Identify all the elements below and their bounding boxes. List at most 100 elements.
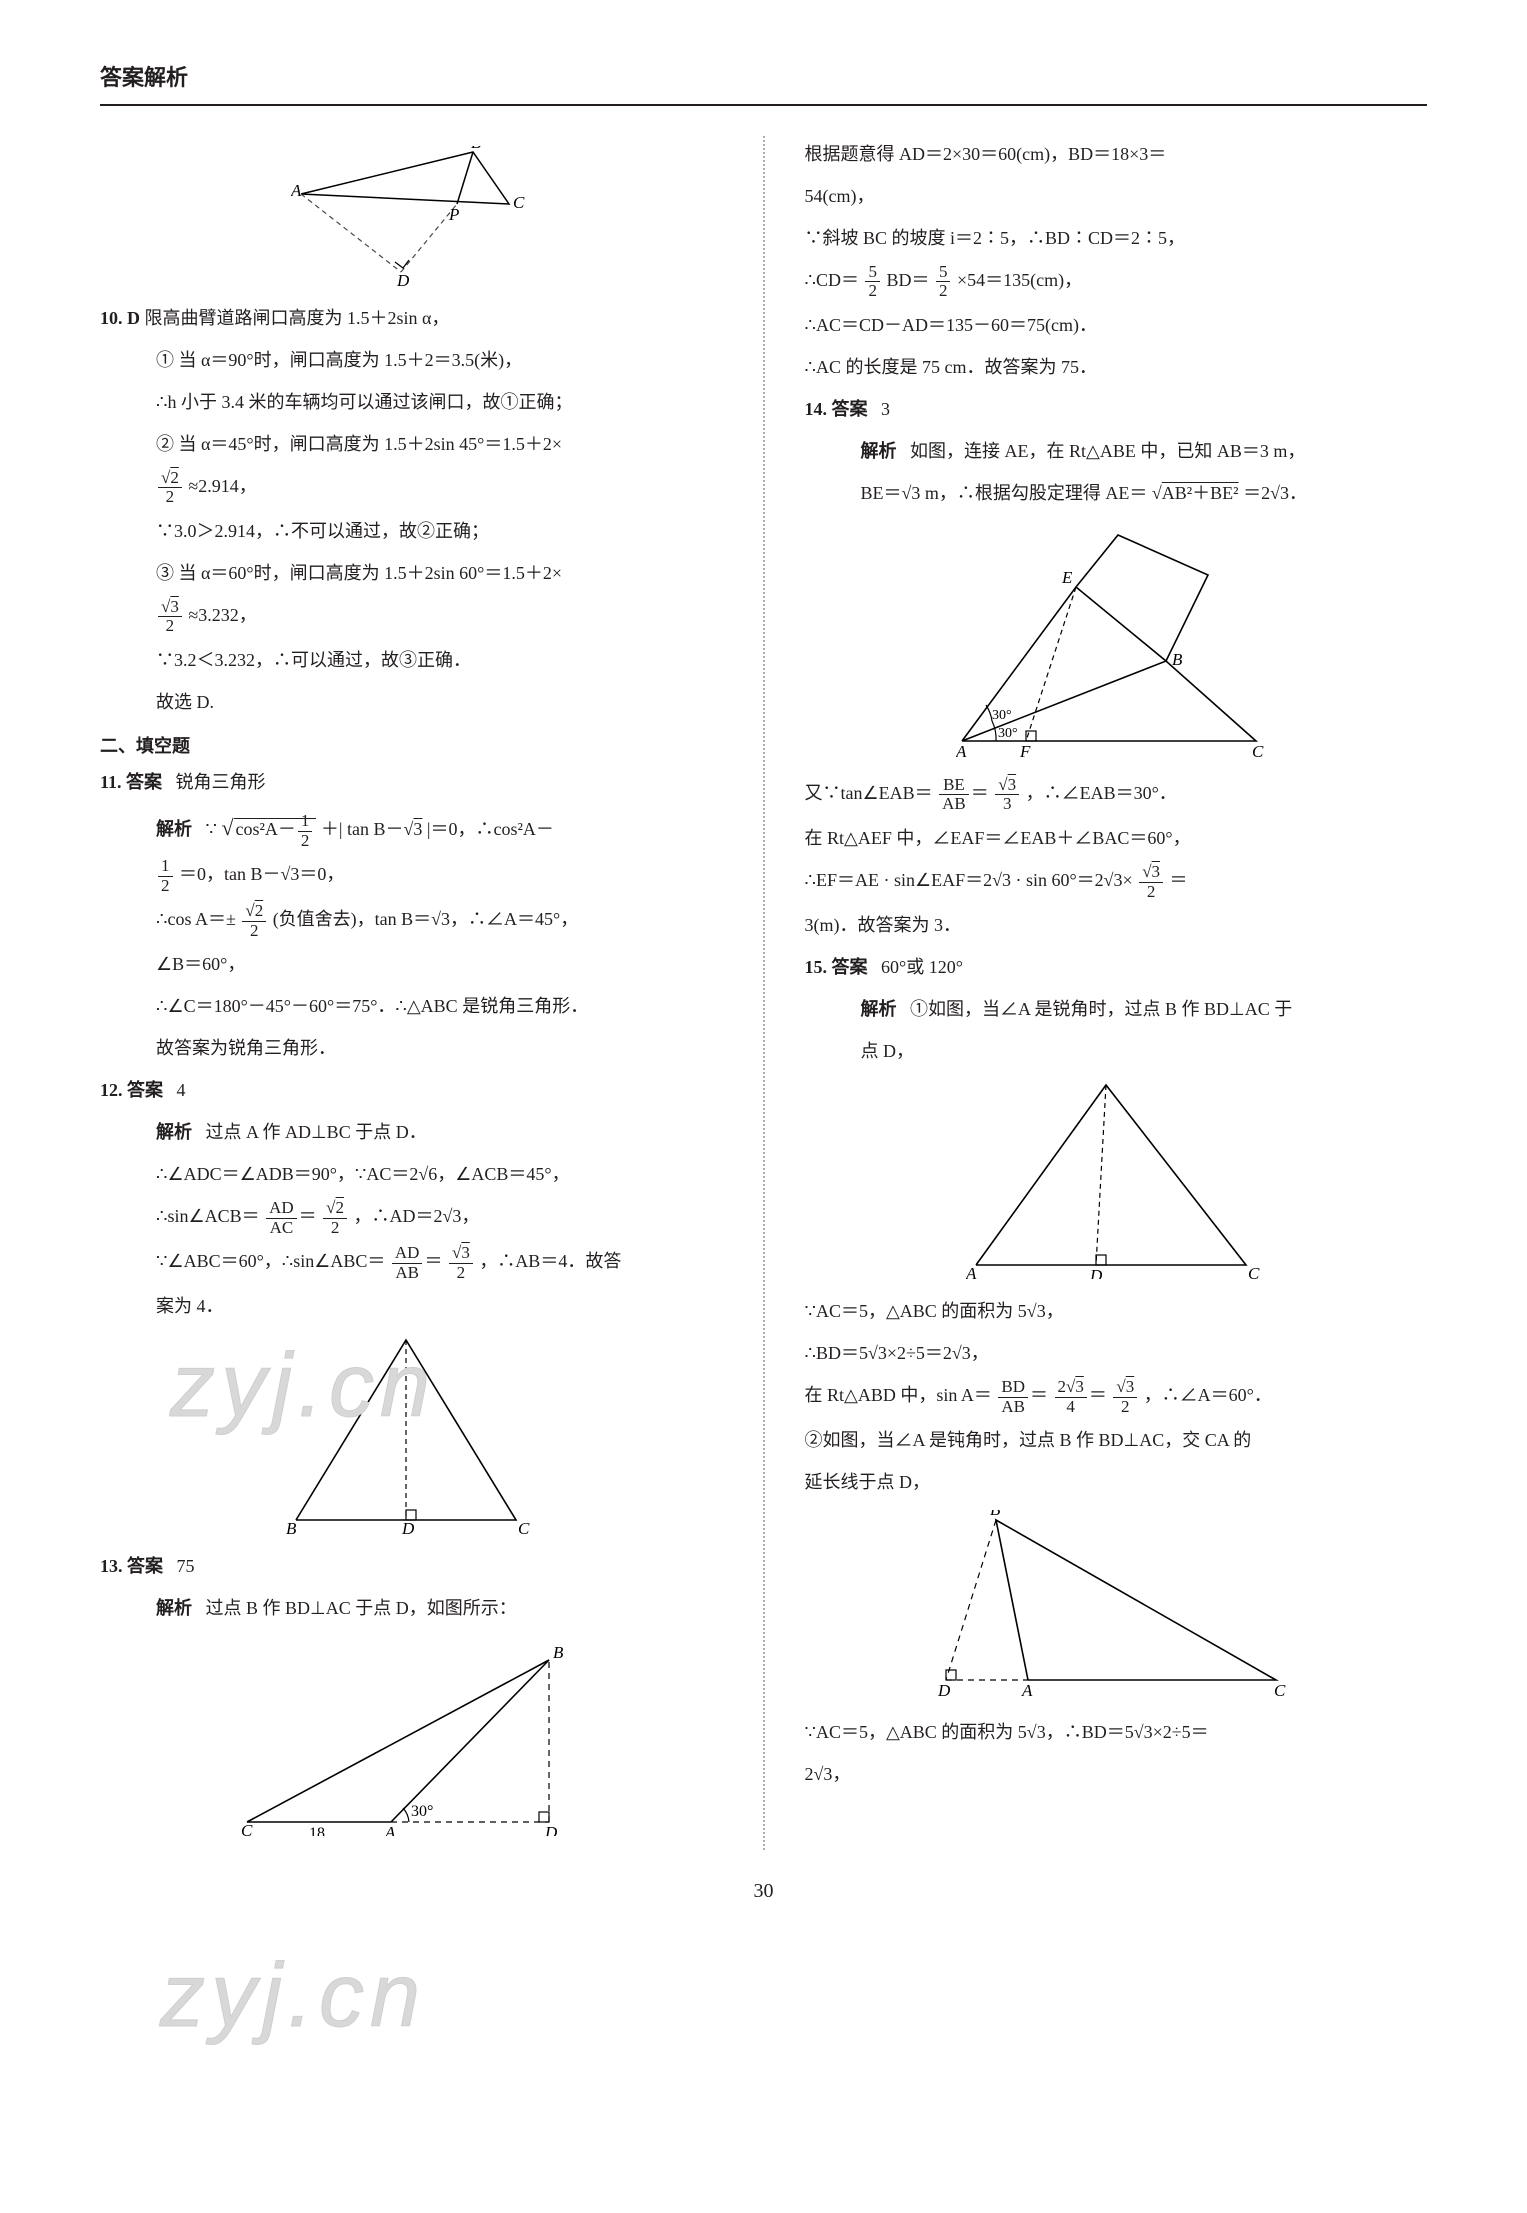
q15-q1: ∵AC＝5，△ABC 的面积为 5√3，∴BD＝5√3×2÷5＝ bbox=[805, 1714, 1428, 1750]
content-columns: A B C P D 10. D 限高曲臂道路闸口高度为 1.5＋2sin α， … bbox=[100, 136, 1427, 1850]
q13-jx-label: 解析 bbox=[156, 1598, 192, 1618]
section-2-title: 二、填空题 bbox=[100, 728, 723, 764]
q15: 15. 答案 60°或 120° bbox=[805, 949, 1428, 985]
svg-text:C: C bbox=[1274, 1681, 1286, 1700]
svg-text:A: A bbox=[291, 181, 302, 200]
svg-text:18: 18 bbox=[309, 1825, 325, 1836]
svg-text:30°: 30° bbox=[992, 708, 1012, 723]
q10-l3: ② 当 α＝45°时，闸口高度为 1.5＋2sin 45°＝1.5＋2× bbox=[100, 426, 723, 462]
q14-p2: 在 Rt△AEF 中，∠EAF＝∠EAB＋∠BAC＝60°， bbox=[805, 820, 1428, 856]
r1: 根据题意得 AD＝2×30＝60(cm)，BD＝18×3＝ bbox=[805, 136, 1428, 172]
q12-jx5: 案为 4． bbox=[100, 1288, 723, 1324]
q11-jx1: 解析 ∵ √cos²A－12 ＋| tan B－3 |＝0，∴cos²A－ bbox=[100, 806, 723, 850]
svg-text:E: E bbox=[1061, 568, 1073, 587]
q15-jx2: 点 D， bbox=[805, 1033, 1428, 1069]
diagram-q14: 30° 30° A F C B E bbox=[805, 521, 1428, 761]
svg-text:30°: 30° bbox=[998, 726, 1018, 741]
q15-q2: 2√3， bbox=[805, 1756, 1428, 1792]
q10-l5: ∵3.0＞2.914，∴不可以通过，故②正确； bbox=[100, 513, 723, 549]
svg-text:B: B bbox=[990, 1510, 1001, 1519]
q14-ans: 3 bbox=[881, 399, 890, 419]
q14: 14. 答案 3 bbox=[805, 391, 1428, 427]
diagram-q13: 30° 18 C A D B bbox=[100, 1636, 723, 1836]
q13: 13. 答案 75 bbox=[100, 1548, 723, 1584]
svg-text:B: B bbox=[286, 1519, 297, 1534]
q14-jx2: BE＝√3 m，∴根据勾股定理得 AE＝ AB²＋BE² ＝2√3． bbox=[805, 475, 1428, 511]
q10-intro: 限高曲臂道路闸口高度为 1.5＋2sin α， bbox=[145, 308, 450, 328]
q11-label: 11. 答案 bbox=[100, 772, 162, 792]
q13-label: 13. 答案 bbox=[100, 1556, 163, 1576]
q13-ans: 75 bbox=[177, 1556, 195, 1576]
q15-p2: ∴BD＝5√3×2÷5＝2√3， bbox=[805, 1335, 1428, 1371]
q12-label: 12. 答案 bbox=[100, 1080, 163, 1100]
q11-ans: 锐角三角形 bbox=[176, 772, 266, 792]
q15-p5: 延长线于点 D， bbox=[805, 1464, 1428, 1500]
q10: 10. D 限高曲臂道路闸口高度为 1.5＋2sin α， bbox=[100, 300, 723, 336]
svg-text:D: D bbox=[1089, 1266, 1103, 1279]
q10-l2: ∴h 小于 3.4 米的车辆均可以通过该闸口，故①正确； bbox=[100, 384, 723, 420]
watermark-2: zyj.cn bbox=[160, 1906, 426, 2086]
diagram-q12: A B C D bbox=[100, 1334, 723, 1534]
q14-p4: 3(m)．故答案为 3． bbox=[805, 907, 1428, 943]
q14-p1: 又∵tan∠EAB＝ BEAB＝ 33 ，∴∠EAB＝30°． bbox=[805, 775, 1428, 814]
q15-p4: ②如图，当∠A 是钝角时，过点 B 作 BD⊥AC，交 CA 的 bbox=[805, 1422, 1428, 1458]
r2: 54(cm)， bbox=[805, 178, 1428, 214]
q15-label: 15. 答案 bbox=[805, 957, 868, 977]
q15-ans: 60°或 120° bbox=[881, 957, 963, 977]
q10-l4: 22 ≈2.914， bbox=[100, 468, 723, 507]
q10-l8: ∵3.2＜3.232，∴可以通过，故③正确． bbox=[100, 642, 723, 678]
column-divider bbox=[763, 136, 765, 1850]
q13-jx1: 解析 过点 B 作 BD⊥AC 于点 D，如图所示： bbox=[100, 1590, 723, 1626]
q14-jx-label: 解析 bbox=[861, 441, 897, 461]
q11-jx-label: 解析 bbox=[156, 819, 192, 839]
q14-p3: ∴EF＝AE · sin∠EAF＝2√3 · sin 60°＝2√3× 32 ＝ bbox=[805, 862, 1428, 901]
q10-l6: ③ 当 α＝60°时，闸口高度为 1.5＋2sin 60°＝1.5＋2× bbox=[100, 555, 723, 591]
left-column: A B C P D 10. D 限高曲臂道路闸口高度为 1.5＋2sin α， … bbox=[100, 136, 723, 1850]
q14-label: 14. 答案 bbox=[805, 399, 868, 419]
diagram-q9: A B C P D bbox=[100, 146, 723, 286]
q12-jx3: ∴sin∠ACB＝ ADAC＝ 22 ，∴AD＝2√3， bbox=[100, 1198, 723, 1237]
svg-text:C: C bbox=[1252, 742, 1264, 761]
q11-jx3: ∴cos A＝± 22 (负值舍去)，tan B＝√3，∴∠A＝45°， bbox=[100, 901, 723, 940]
q12-jx2: ∴∠ADC＝∠ADB＝90°，∵AC＝2√6，∠ACB＝45°， bbox=[100, 1156, 723, 1192]
svg-text:A: A bbox=[401, 1334, 413, 1338]
svg-text:B: B bbox=[1102, 1079, 1113, 1083]
svg-text:D: D bbox=[396, 271, 410, 286]
svg-text:A: A bbox=[966, 1264, 977, 1279]
q15-p1: ∵AC＝5，△ABC 的面积为 5√3， bbox=[805, 1293, 1428, 1329]
svg-text:C: C bbox=[518, 1519, 530, 1534]
q10-l1: ① 当 α＝90°时，闸口高度为 1.5＋2＝3.5(米)， bbox=[100, 342, 723, 378]
right-column: 根据题意得 AD＝2×30＝60(cm)，BD＝18×3＝ 54(cm)， ∵斜… bbox=[805, 136, 1428, 1850]
r4: ∴CD＝ 52 BD＝ 52 ×54＝135(cm)， bbox=[805, 262, 1428, 301]
diagram-q15-acute: B A C D bbox=[805, 1079, 1428, 1279]
svg-text:B: B bbox=[553, 1643, 564, 1662]
q12-jx4: ∵∠ABC＝60°，∴sin∠ABC＝ ADAB＝ 32 ，∴AB＝4．故答 bbox=[100, 1243, 723, 1282]
q10-l9: 故选 D. bbox=[100, 684, 723, 720]
svg-text:D: D bbox=[401, 1519, 415, 1534]
q12-ans: 4 bbox=[177, 1080, 186, 1100]
q12-jx1: 解析 过点 A 作 AD⊥BC 于点 D． bbox=[100, 1114, 723, 1150]
page-title: 答案解析 bbox=[100, 60, 1427, 106]
q11: 11. 答案 锐角三角形 bbox=[100, 764, 723, 800]
q10-l7: 32 ≈3.232， bbox=[100, 597, 723, 636]
svg-text:F: F bbox=[1019, 742, 1031, 761]
svg-text:30°: 30° bbox=[411, 1803, 433, 1820]
q11-jx2: 12 ＝0，tan B－√3＝0， bbox=[100, 856, 723, 895]
svg-text:P: P bbox=[448, 205, 459, 224]
q12: 12. 答案 4 bbox=[100, 1072, 723, 1108]
page-number: 30 bbox=[100, 1880, 1427, 1903]
diagram-q15-obtuse: B D A C bbox=[805, 1510, 1428, 1700]
svg-text:B: B bbox=[1172, 650, 1183, 669]
q12-jx-label: 解析 bbox=[156, 1122, 192, 1142]
svg-text:A: A bbox=[1021, 1681, 1033, 1700]
svg-text:C: C bbox=[1248, 1264, 1260, 1279]
svg-text:B: B bbox=[471, 146, 482, 152]
q10-label: 10. D bbox=[100, 308, 140, 328]
r5: ∴AC＝CD－AD＝135－60＝75(cm)． bbox=[805, 307, 1428, 343]
svg-text:C: C bbox=[241, 1821, 253, 1836]
r6: ∴AC 的长度是 75 cm．故答案为 75． bbox=[805, 349, 1428, 385]
q11-jx6: 故答案为锐角三角形． bbox=[100, 1030, 723, 1066]
svg-text:D: D bbox=[544, 1823, 558, 1836]
svg-text:A: A bbox=[956, 742, 967, 761]
q14-jx1: 解析 如图，连接 AE，在 Rt△ABE 中，已知 AB＝3 m， bbox=[805, 433, 1428, 469]
